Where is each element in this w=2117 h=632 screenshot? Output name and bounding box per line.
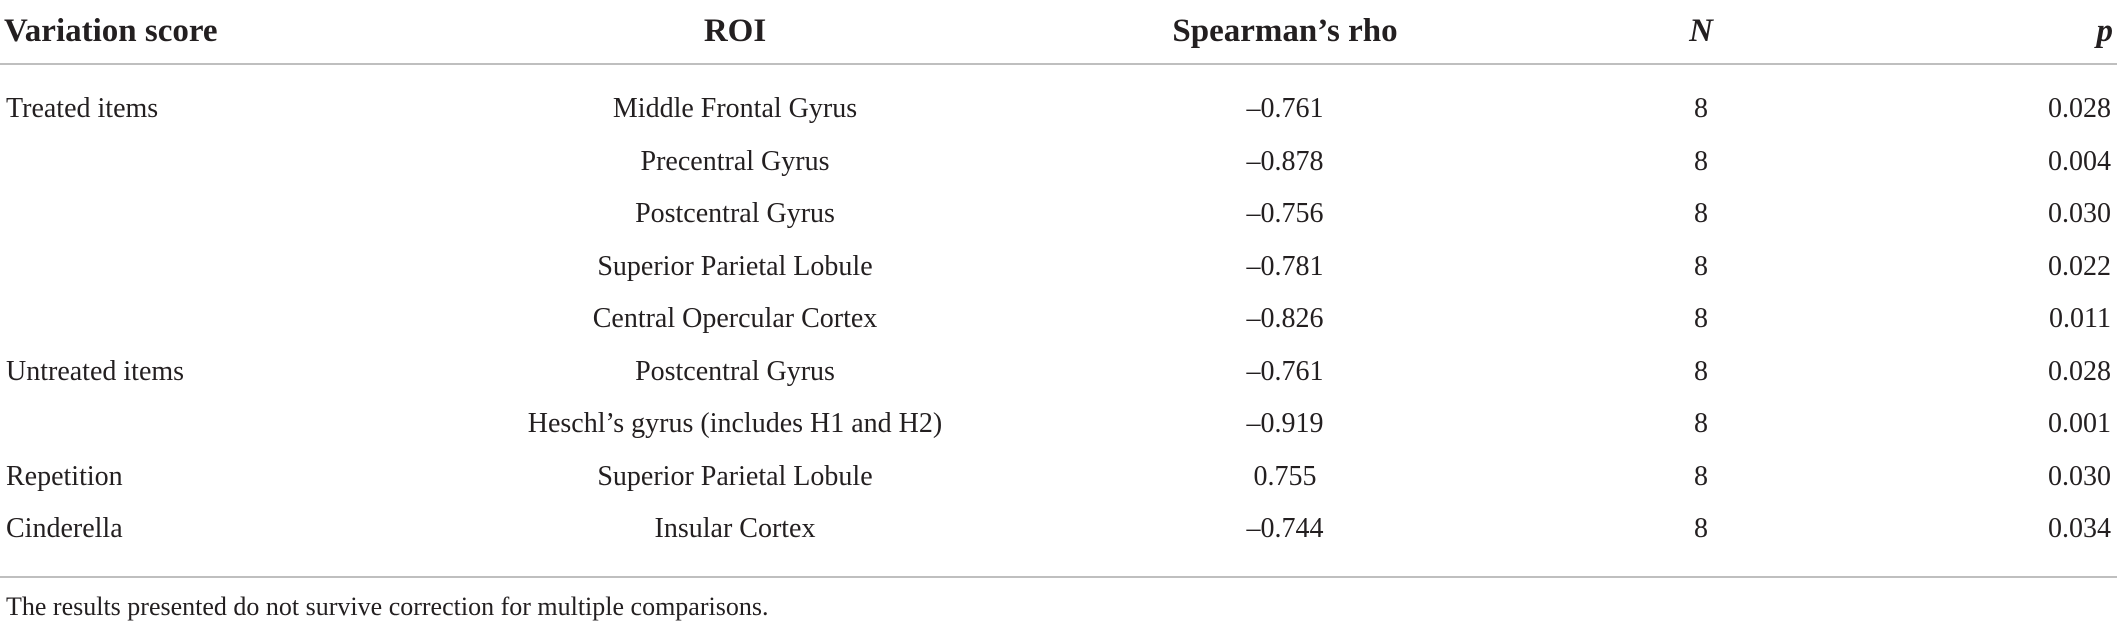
table-row: Central Opercular Cortex –0.826 8 0.011 [0, 293, 2117, 346]
cell-variation-score [0, 136, 460, 189]
cell-p: 0.028 [2048, 355, 2111, 387]
header-n: N [1560, 0, 1842, 65]
table-row: Treated items Middle Frontal Gyrus –0.76… [0, 64, 2117, 136]
cell-variation-score [0, 241, 460, 294]
cell-rho: –0.761 [1246, 93, 1324, 125]
cell-p: 0.022 [2048, 250, 2111, 282]
cell-variation-score: Treated items [6, 93, 159, 125]
cell-p: 0.001 [2048, 408, 2111, 440]
cell-p: 0.011 [2049, 303, 2111, 335]
cell-roi: Central Opercular Cortex [592, 303, 878, 335]
cell-rho: –0.761 [1246, 355, 1324, 387]
table-row: Precentral Gyrus –0.878 8 0.004 [0, 136, 2117, 189]
cell-p: 0.030 [2048, 198, 2111, 230]
header-roi: ROI [460, 0, 1010, 65]
table-footnote: The results presented do not survive cor… [0, 575, 2117, 632]
cell-variation-score [0, 188, 460, 241]
table-row: Heschl’s gyrus (includes H1 and H2) –0.9… [0, 398, 2117, 451]
cell-n: 8 [1694, 460, 1708, 492]
cell-roi: Postcentral Gyrus [635, 355, 835, 387]
header-p: p [1842, 0, 2117, 65]
cell-p: 0.004 [2048, 145, 2111, 177]
table-row: Postcentral Gyrus –0.756 8 0.030 [0, 188, 2117, 241]
table-row: Untreated items Postcentral Gyrus –0.761… [0, 346, 2117, 399]
cell-n: 8 [1694, 408, 1708, 440]
cell-rho: –0.878 [1246, 145, 1324, 177]
table-body: Treated items Middle Frontal Gyrus –0.76… [0, 64, 2117, 577]
cell-variation-score: Repetition [6, 460, 123, 492]
header-variation-score: Variation score [0, 0, 460, 65]
cell-rho: –0.919 [1246, 408, 1324, 440]
cell-rho: –0.744 [1246, 513, 1324, 545]
cell-variation-score [0, 398, 460, 451]
cell-roi: Middle Frontal Gyrus [612, 93, 858, 125]
cell-variation-score: Untreated items [6, 355, 185, 387]
table-row: Repetition Superior Parietal Lobule 0.75… [0, 451, 2117, 504]
cell-roi: Superior Parietal Lobule [597, 250, 873, 282]
cell-n: 8 [1694, 513, 1708, 545]
cell-roi: Postcentral Gyrus [635, 198, 835, 230]
header-spearman-rho: Spearman’s rho [1010, 0, 1560, 65]
cell-n: 8 [1694, 355, 1708, 387]
footnote-row: The results presented do not survive cor… [0, 575, 2117, 632]
table-header: Variation score ROI Spearman’s rho N p [0, 0, 2117, 65]
cell-rho: –0.826 [1246, 303, 1324, 335]
cell-p: 0.028 [2048, 93, 2111, 125]
table-footer: The results presented do not survive cor… [0, 575, 2117, 632]
cell-p: 0.034 [2048, 513, 2111, 545]
cell-n: 8 [1694, 93, 1708, 125]
cell-roi: Superior Parietal Lobule [597, 460, 873, 492]
cell-roi: Insular Cortex [654, 513, 816, 545]
cell-n: 8 [1694, 250, 1708, 282]
header-row: Variation score ROI Spearman’s rho N p [0, 0, 2117, 65]
cell-variation-score: Cinderella [6, 513, 123, 545]
cell-p: 0.030 [2048, 460, 2111, 492]
cell-rho: 0.755 [1253, 460, 1317, 492]
cell-variation-score [0, 293, 460, 346]
cell-rho: –0.756 [1246, 198, 1324, 230]
cell-rho: –0.781 [1246, 250, 1324, 282]
table-row: Cinderella Insular Cortex –0.744 8 0.034 [0, 503, 2117, 577]
cell-n: 8 [1694, 303, 1708, 335]
cell-n: 8 [1694, 145, 1708, 177]
cell-roi: Precentral Gyrus [640, 145, 830, 177]
cell-roi: Heschl’s gyrus (includes H1 and H2) [527, 408, 943, 440]
cell-n: 8 [1694, 198, 1708, 230]
table-row: Superior Parietal Lobule –0.781 8 0.022 [0, 241, 2117, 294]
